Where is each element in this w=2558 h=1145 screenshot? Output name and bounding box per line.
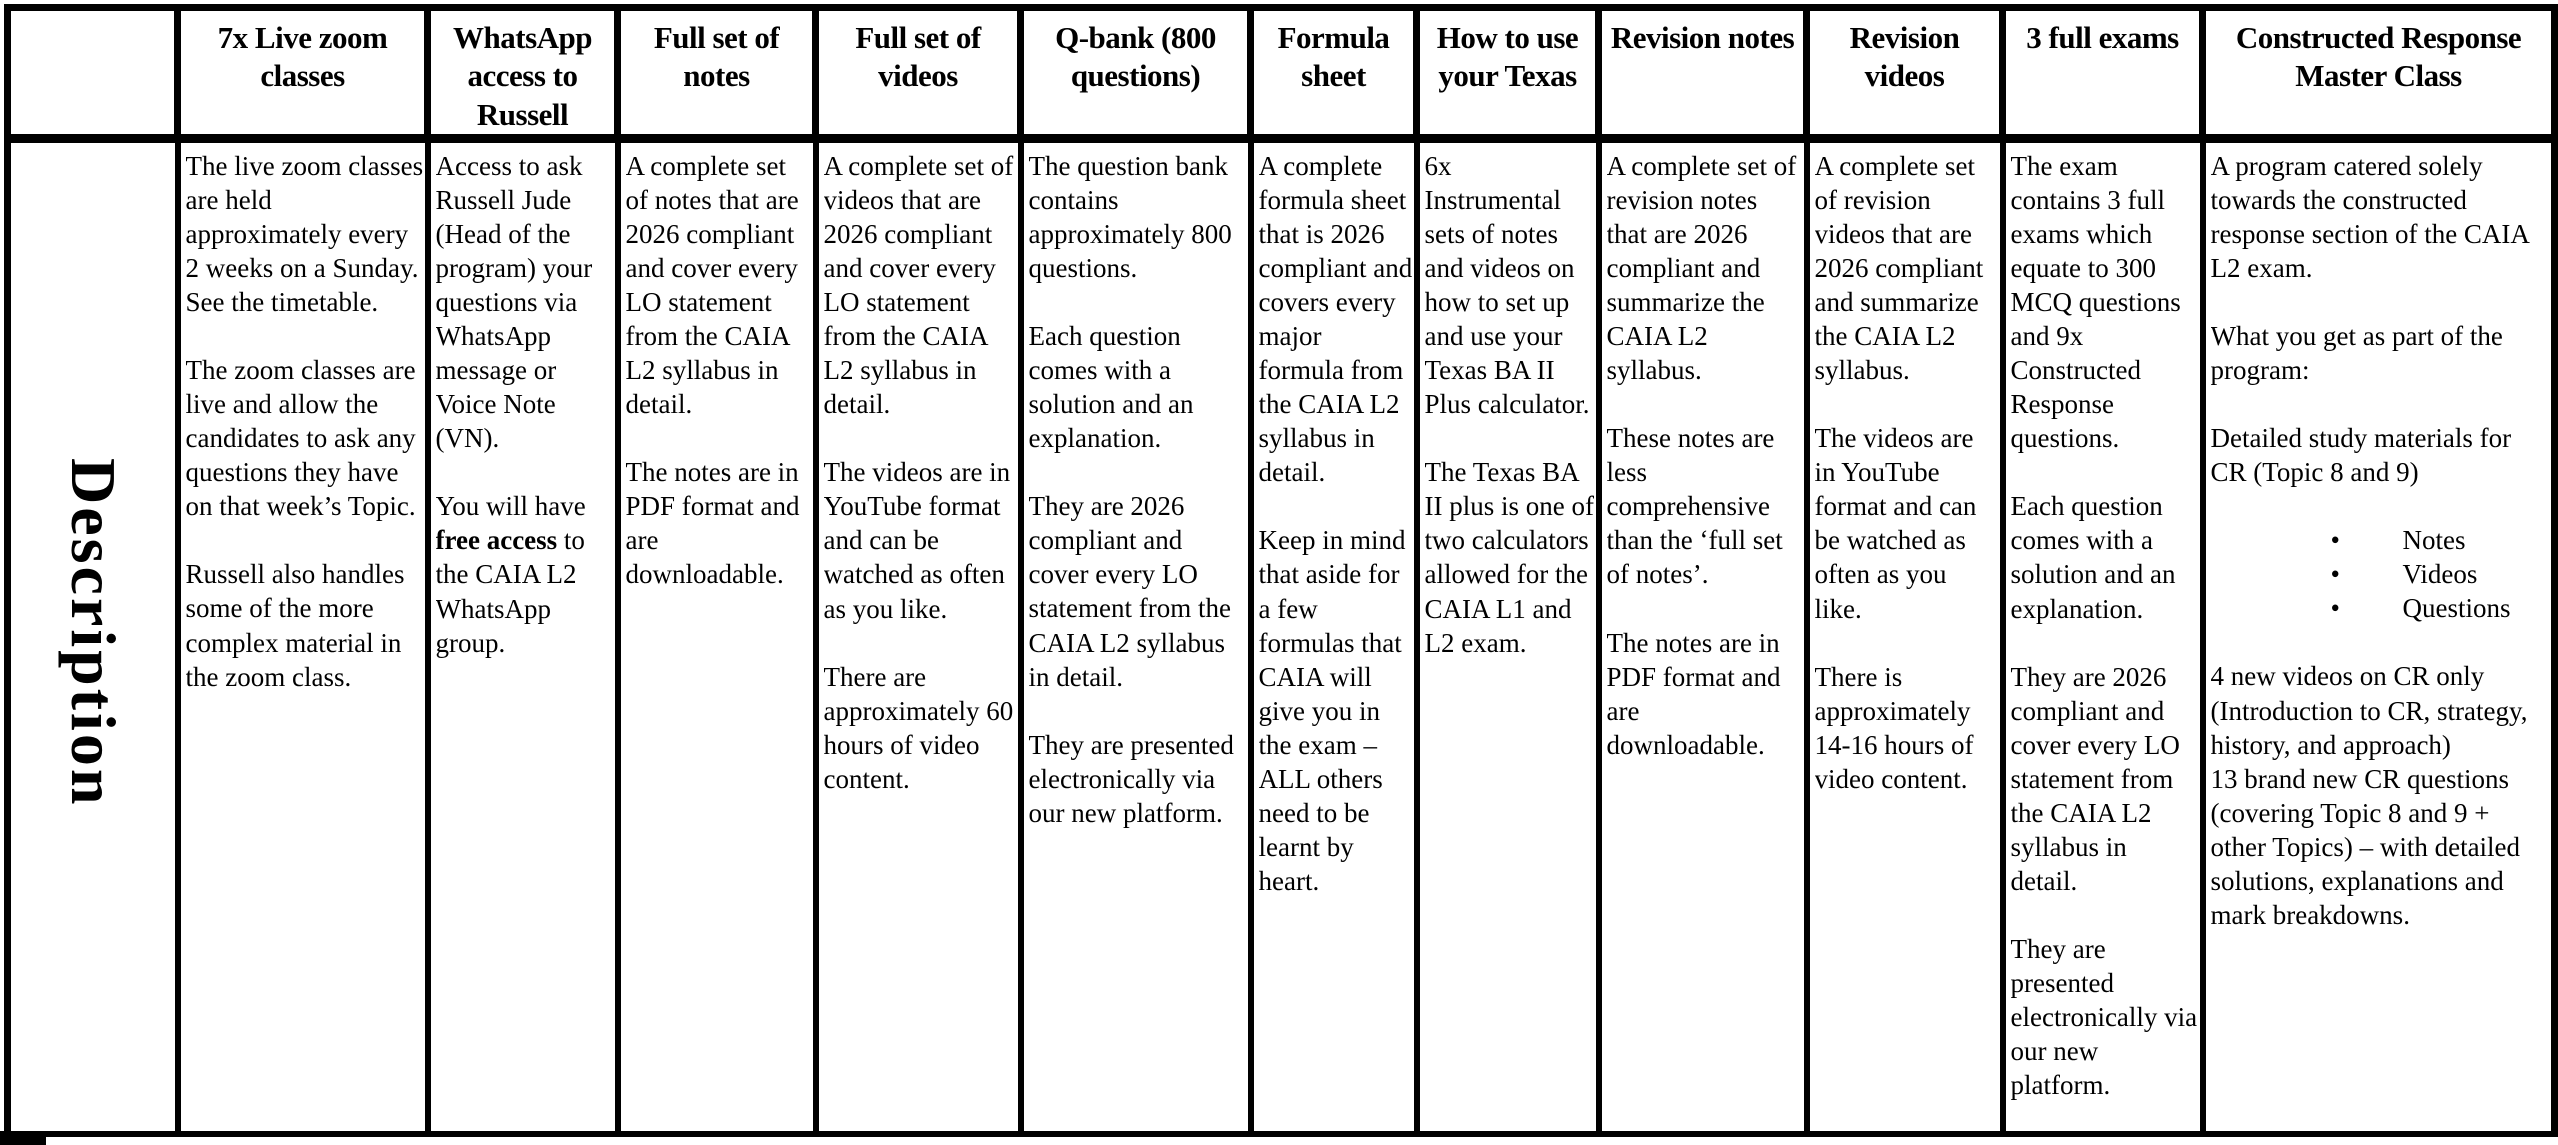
paragraph: They are 2026 compliant and cover every …: [1028, 491, 1231, 692]
bullet-item: Notes: [2331, 523, 2551, 557]
paragraph: The Texas BA II plus is one of two calcu…: [1424, 457, 1594, 658]
paragraph: 4 new videos on CR only (Introduction to…: [2210, 661, 2528, 930]
paragraph: A program catered solely towards the con…: [2210, 151, 2529, 284]
bottom-border-stub: [0, 1131, 46, 1145]
column-header-revision-notes: Revision notes: [1595, 3, 1810, 144]
paragraph: Keep in mind that aside for a few formul…: [1258, 525, 1406, 896]
program-features-table: 7x Live zoom classes WhatsApp access to …: [4, 3, 2558, 1138]
column-header-3-full-exams: 3 full exams: [1999, 3, 2206, 144]
cell-content: A complete set of notes that are 2026 co…: [626, 149, 812, 591]
paragraph: These notes are less comprehensive than …: [1606, 423, 1783, 590]
cell-3-full-exams-description: The exam contains 3 full exams which equ…: [1999, 135, 2206, 1138]
paragraph: Russell also handles some of the more co…: [185, 559, 405, 692]
paragraph: A complete set of revision videos that a…: [1814, 151, 1984, 386]
paragraph: The zoom classes are live and allow the …: [185, 355, 416, 522]
paragraph: The exam contains 3 full exams which equ…: [2010, 151, 2181, 454]
paragraph: Access to ask Russell Jude (Head of the …: [435, 151, 593, 454]
paragraph: What you get as part of the program:: [2210, 321, 2503, 386]
header-row: 7x Live zoom classes WhatsApp access to …: [4, 3, 2558, 144]
paragraph: 6x Instrumental sets of notes and videos…: [1424, 151, 1590, 420]
cell-formula-sheet-description: A complete formula sheet that is 2026 co…: [1247, 135, 1420, 1138]
paragraph: The notes are in PDF format and are down…: [1606, 627, 1781, 760]
cell-content: The exam contains 3 full exams which equ…: [2011, 149, 2199, 1101]
cell-qbank-description: The question bank contains approximately…: [1017, 135, 1254, 1138]
paragraph: There is approximately 14-16 hours of vi…: [1814, 661, 1974, 794]
column-header-cr-master-class: Constructed Response Master Class: [2199, 3, 2558, 144]
cell-notes-description: A complete set of notes that are 2026 co…: [614, 135, 819, 1138]
cell-content: A complete set of videos that are 2026 c…: [824, 149, 1017, 795]
cell-content: 6x Instrumental sets of notes and videos…: [1425, 149, 1595, 659]
cell-revision-notes-description: A complete set of revision notes that ar…: [1595, 135, 1810, 1138]
cell-whatsapp-description: Access to ask Russell Jude (Head of the …: [424, 135, 621, 1138]
paragraph: There are approximately 60 hours of vide…: [823, 661, 1014, 794]
cell-content: A program catered solely towards the con…: [2211, 149, 2551, 931]
bullet-list: NotesVideosQuestions: [2211, 523, 2551, 625]
cell-content: A complete set of revision notes that ar…: [1607, 149, 1803, 761]
cell-content: The question bank contains approximately…: [1029, 149, 1247, 829]
paragraph: The question bank contains approximately…: [1028, 151, 1232, 284]
column-header-whatsapp-access: WhatsApp access to Russell: [424, 3, 621, 144]
column-header-texas-calculator: How to use your Texas: [1413, 3, 1602, 144]
paragraph: Each question comes with a solution and …: [2010, 491, 2176, 624]
paragraph: Each question comes with a solution and …: [1028, 321, 1194, 454]
column-header-q-bank: Q-bank (800 questions): [1017, 3, 1254, 144]
paragraph: A complete set of notes that are 2026 co…: [625, 151, 799, 420]
bullet-item: Questions: [2331, 591, 2551, 625]
column-header-revision-videos: Revision videos: [1803, 3, 2006, 144]
column-header-live-zoom-classes: 7x Live zoom classes: [174, 3, 431, 144]
paragraph: Detailed study materials for CR (Topic 8…: [2210, 423, 2512, 488]
cell-content: A complete set of revision videos that a…: [1815, 149, 1999, 795]
paragraph: A complete formula sheet that is 2026 co…: [1258, 151, 1413, 488]
paragraph: The live zoom classes are held approxima…: [185, 151, 424, 318]
paragraph: The videos are in YouTube format and can…: [1814, 423, 1977, 624]
paragraph: They are presented electronically via ou…: [2010, 933, 2198, 1100]
bullet-item: Videos: [2331, 557, 2551, 591]
paragraph: You will have free access to the CAIA L2…: [435, 491, 586, 658]
column-header-full-set-of-videos: Full set of videos: [812, 3, 1024, 144]
cell-content: The live zoom classes are held approxima…: [186, 149, 424, 693]
cell-revision-videos-description: A complete set of revision videos that a…: [1803, 135, 2006, 1138]
cell-live-zoom-description: The live zoom classes are held approxima…: [174, 135, 431, 1138]
description-row: Description The live zoom classes are he…: [4, 135, 2558, 1138]
paragraph: The notes are in PDF format and are down…: [625, 457, 800, 590]
paragraph: The videos are in YouTube format and can…: [823, 457, 1011, 624]
paragraph: They are presented electronically via ou…: [1028, 729, 1234, 828]
cell-content: Access to ask Russell Jude (Head of the …: [436, 149, 614, 659]
paragraph: A complete set of revision notes that ar…: [1606, 151, 1797, 386]
column-header-formula-sheet: Formula sheet: [1247, 3, 1420, 144]
cell-content: A complete formula sheet that is 2026 co…: [1259, 149, 1413, 897]
column-header-full-set-of-notes: Full set of notes: [614, 3, 819, 144]
row-label-text: Description: [57, 458, 129, 808]
paragraph: A complete set of videos that are 2026 c…: [823, 151, 1014, 420]
paragraph: They are 2026 compliant and cover every …: [2010, 661, 2180, 896]
row-label-description: Description: [4, 135, 181, 1138]
cell-videos-description: A complete set of videos that are 2026 c…: [812, 135, 1024, 1138]
cell-cr-master-class-description: A program catered solely towards the con…: [2199, 135, 2558, 1138]
cell-texas-calculator-description: 6x Instrumental sets of notes and videos…: [1413, 135, 1602, 1138]
corner-empty-cell: [4, 3, 181, 144]
